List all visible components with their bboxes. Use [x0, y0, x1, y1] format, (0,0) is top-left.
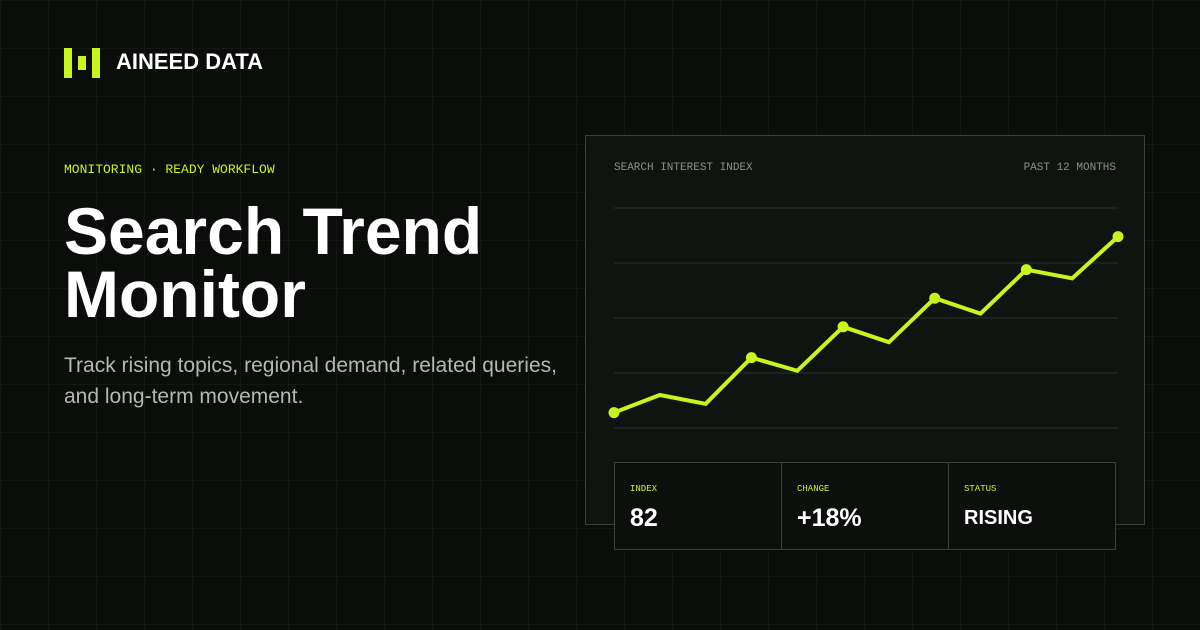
chart-subtitle: PAST 12 MONTHS [1023, 162, 1116, 174]
stat: INDEX 82 [615, 463, 781, 549]
point [608, 407, 620, 419]
point [1020, 264, 1032, 276]
stat: CHANGE +18% [781, 463, 948, 549]
stat: STATUS RISING [948, 463, 1115, 549]
stat-label: CHANGE [797, 484, 830, 494]
description: Track rising topics, regional demand, re… [64, 354, 557, 408]
point [1112, 231, 1124, 243]
chart-panel [585, 135, 1145, 525]
point [745, 352, 757, 364]
stat-label: INDEX [630, 484, 658, 494]
logo-bar [78, 56, 86, 70]
stat-value: 82 [630, 504, 658, 532]
point [929, 292, 941, 304]
stat-value: RISING [964, 507, 1033, 529]
eyebrow: MONITORING · READY WORKFLOW [64, 162, 275, 177]
point [837, 321, 849, 333]
stat-label: STATUS [964, 484, 997, 494]
chart-title: SEARCH INTEREST INDEX [614, 162, 753, 174]
logo-bar [64, 48, 72, 78]
trend-line [613, 235, 1120, 415]
stats: INDEX 82 CHANGE +18% STATUS RISING [614, 462, 1116, 550]
headline: Search Trend Monitor [64, 194, 483, 331]
brand: AINEED DATA [116, 49, 264, 74]
logo-bar [92, 48, 100, 78]
stat-value: +18% [797, 504, 862, 532]
